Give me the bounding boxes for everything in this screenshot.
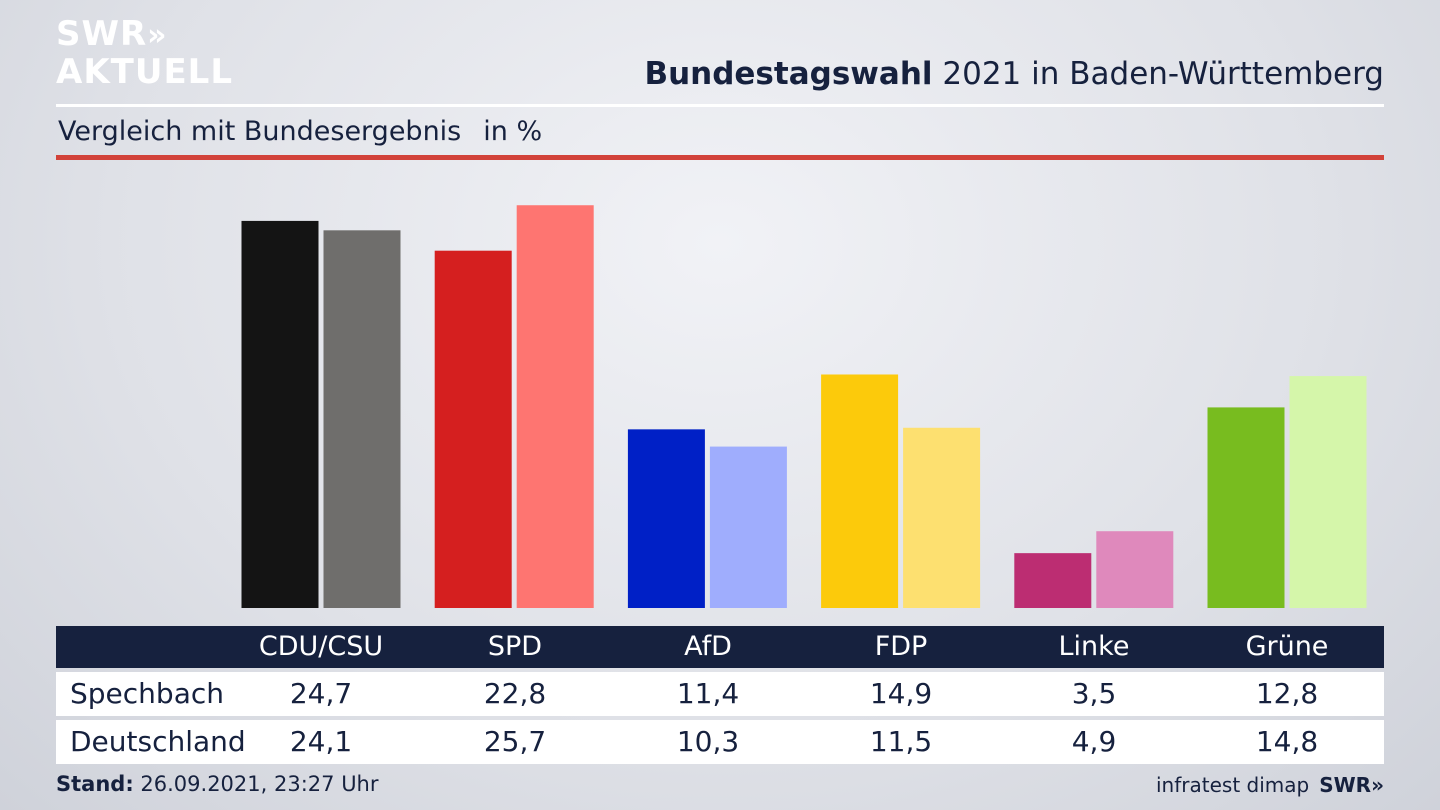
title-bold: Bundestagswahl: [644, 56, 933, 92]
table-cell: 11,5: [869, 725, 933, 758]
logo-text-aktuell: AKTUELL: [56, 52, 234, 92]
bar-deutschland-3: [903, 427, 981, 608]
header-cell: SPD: [487, 631, 543, 662]
swr-brand-logo: SWR»: [1319, 773, 1384, 797]
page-title: Bundestagswahl 2021 in Baden-Württemberg: [644, 56, 1384, 92]
table-cell: 4,9: [1071, 725, 1117, 758]
header-cell: FDP: [874, 631, 928, 662]
accent-divider: [56, 155, 1384, 160]
results-table: CDU/CSU SPD AfD FDP Linke Grüne Spechbac…: [56, 626, 1384, 764]
stand-label: Stand:: [56, 772, 134, 796]
table-cell: 10,3: [676, 725, 740, 758]
header-cell: CDU/CSU: [258, 631, 384, 662]
bar-deutschland-2: [709, 446, 787, 608]
table-cell: 24,7: [289, 677, 353, 710]
table-row: Spechbach 24,7 22,8 11,4 14,9 3,5 12,8: [56, 672, 1384, 716]
timestamp: Stand: 26.09.2021, 23:27 Uhr: [56, 772, 379, 796]
table-cell: 25,7: [483, 725, 547, 758]
title-divider: [56, 104, 1384, 107]
chevron-right-icon: »: [147, 18, 168, 53]
logo-text-swr: SWR: [56, 14, 148, 54]
title-rest: 2021 in Baden-Württemberg: [942, 56, 1384, 92]
bar-deutschland-4: [1096, 531, 1174, 608]
header-cell: Grüne: [1245, 631, 1329, 662]
bar-spechbach-5: [1207, 407, 1285, 608]
subtitle-text: Vergleich mit Bundesergebnis: [58, 116, 462, 147]
row-label: Deutschland: [70, 725, 246, 758]
table-cell: 14,8: [1255, 725, 1319, 758]
bar-spechbach-3: [821, 374, 899, 608]
bar-spechbach-0: [241, 220, 319, 608]
source-credit: infratest dimap SWR»: [1156, 773, 1384, 797]
subtitle: Vergleich mit Bundesergebnis in %: [58, 116, 542, 147]
row-label: Spechbach: [70, 677, 224, 710]
source-text: infratest dimap: [1156, 773, 1310, 797]
bar-deutschland-0: [323, 230, 401, 609]
bar-deutschland-5: [1289, 376, 1367, 608]
unit-label: in %: [483, 116, 543, 147]
table-cell: 12,8: [1255, 677, 1319, 710]
swr-aktuell-logo: SWR» AKTUELL: [56, 16, 233, 90]
stand-value: 26.09.2021, 23:27 Uhr: [140, 772, 379, 796]
table-cell: 3,5: [1071, 677, 1117, 710]
header-cell: AfD: [684, 631, 732, 662]
table-cell: 24,1: [289, 725, 353, 758]
table-row: Deutschland 24,1 25,7 10,3 11,5 4,9 14,8: [56, 720, 1384, 764]
bar-spechbach-2: [627, 429, 705, 608]
table-cell: 14,9: [869, 677, 933, 710]
table-cell: 11,4: [676, 677, 740, 710]
bar-spechbach-1: [434, 250, 512, 608]
bar-deutschland-1: [516, 205, 594, 608]
table-header: CDU/CSU SPD AfD FDP Linke Grüne: [56, 626, 1384, 668]
table-cell: 22,8: [483, 677, 547, 710]
bar-spechbach-4: [1014, 553, 1092, 608]
header-cell: Linke: [1058, 631, 1130, 662]
